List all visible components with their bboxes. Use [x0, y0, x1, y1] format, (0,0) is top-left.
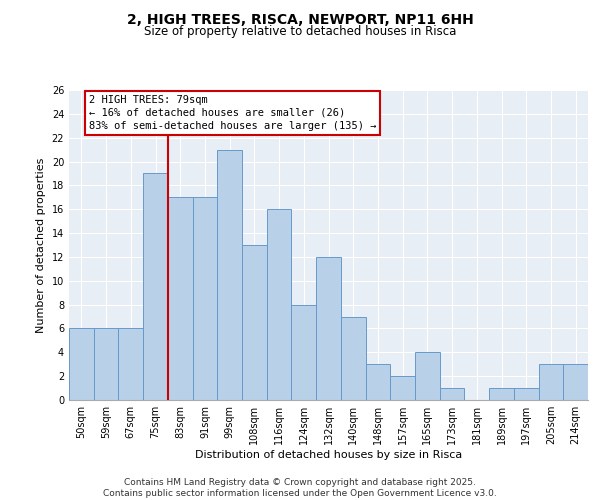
Bar	[217, 150, 242, 400]
Bar	[267, 209, 292, 400]
Bar	[341, 316, 365, 400]
Bar	[514, 388, 539, 400]
Y-axis label: Number of detached properties: Number of detached properties	[36, 158, 46, 332]
Bar	[118, 328, 143, 400]
Bar	[440, 388, 464, 400]
Bar	[242, 245, 267, 400]
Bar	[316, 257, 341, 400]
Text: 2, HIGH TREES, RISCA, NEWPORT, NP11 6HH: 2, HIGH TREES, RISCA, NEWPORT, NP11 6HH	[127, 12, 473, 26]
X-axis label: Distribution of detached houses by size in Risca: Distribution of detached houses by size …	[195, 450, 462, 460]
Bar	[390, 376, 415, 400]
Bar	[365, 364, 390, 400]
Bar	[69, 328, 94, 400]
Bar	[489, 388, 514, 400]
Bar	[415, 352, 440, 400]
Bar	[563, 364, 588, 400]
Bar	[292, 304, 316, 400]
Bar	[168, 198, 193, 400]
Text: Contains HM Land Registry data © Crown copyright and database right 2025.
Contai: Contains HM Land Registry data © Crown c…	[103, 478, 497, 498]
Bar	[193, 198, 217, 400]
Bar	[539, 364, 563, 400]
Bar	[143, 174, 168, 400]
Text: Size of property relative to detached houses in Risca: Size of property relative to detached ho…	[144, 25, 456, 38]
Bar	[94, 328, 118, 400]
Text: 2 HIGH TREES: 79sqm
← 16% of detached houses are smaller (26)
83% of semi-detach: 2 HIGH TREES: 79sqm ← 16% of detached ho…	[89, 95, 376, 131]
